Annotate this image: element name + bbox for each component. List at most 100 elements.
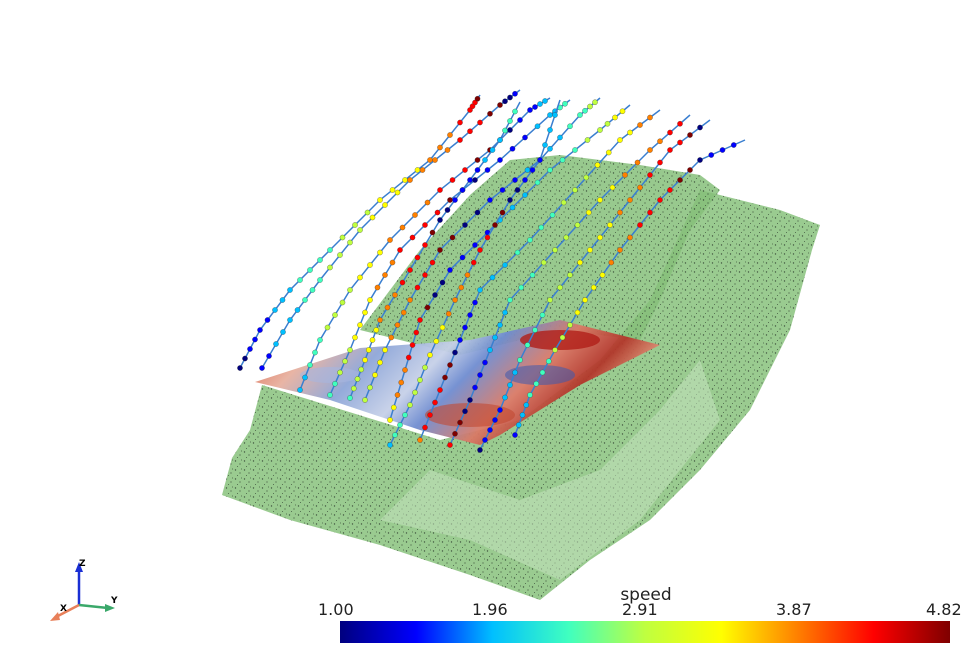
streamline-point — [647, 147, 653, 153]
streamline-point — [457, 119, 463, 126]
streamline-point — [432, 399, 438, 406]
streamline-point — [387, 442, 393, 448]
streamline-point — [367, 262, 373, 268]
streamline-point — [497, 157, 503, 163]
streamline-point — [350, 385, 357, 392]
streamline-point — [462, 408, 468, 414]
streamline-point — [637, 184, 643, 191]
streamline-point — [447, 197, 453, 203]
streamline-point — [507, 127, 513, 133]
streamline-point — [339, 299, 346, 306]
streamline-point — [467, 312, 473, 318]
streamline-point — [527, 107, 533, 113]
streamline-point — [477, 287, 483, 293]
streamline-point — [294, 307, 301, 313]
streamline-point — [697, 157, 703, 163]
streamline-point — [324, 324, 331, 331]
streamline-point — [367, 384, 373, 391]
streamline-point — [442, 374, 448, 381]
streamline-point — [482, 359, 488, 366]
streamline-point — [437, 387, 443, 393]
streamline-point — [534, 123, 541, 130]
streamline-point — [362, 397, 368, 403]
streamline-point — [467, 397, 473, 403]
streamline-point — [591, 284, 597, 291]
streamline-point — [474, 167, 481, 173]
streamline-point — [474, 96, 481, 102]
streamline-point — [577, 112, 583, 118]
colorbar-title: speed — [620, 585, 672, 605]
streamline-point — [677, 121, 683, 127]
streamline-point — [327, 264, 333, 271]
streamline-point — [617, 137, 623, 143]
streamline-point — [584, 137, 591, 143]
streamline-point — [647, 114, 653, 121]
streamline-point — [302, 374, 308, 381]
streamline-point — [287, 317, 293, 323]
streamline-point — [337, 369, 343, 376]
streamline-point — [472, 177, 478, 183]
streamline-point — [512, 108, 518, 115]
streamline-point — [547, 127, 553, 133]
streamline-point — [507, 197, 513, 203]
streamline-point — [402, 412, 408, 418]
streamline-point — [537, 101, 543, 107]
streamline-point — [347, 239, 353, 246]
streamline-point — [365, 347, 372, 353]
streamline-point — [449, 177, 456, 183]
streamline-point — [429, 229, 436, 236]
streamline-point — [457, 337, 463, 343]
streamline-point — [472, 384, 478, 391]
streamline-point — [444, 207, 451, 213]
streamline-point — [657, 138, 663, 144]
streamline-point — [604, 121, 611, 127]
streamline-point — [467, 128, 473, 134]
streamline-point — [422, 424, 428, 431]
streamline-point — [407, 402, 413, 408]
streamline-point — [367, 297, 373, 303]
streamline-point — [518, 284, 525, 291]
streamline-point — [507, 94, 513, 101]
streamline-point — [499, 187, 506, 193]
streamline-point — [437, 247, 443, 253]
streamline-point — [574, 222, 581, 228]
streamline-point — [587, 247, 593, 253]
streamline-point — [606, 149, 612, 156]
streamline-point — [389, 259, 396, 266]
streamline-point — [489, 147, 496, 153]
streamline-point — [507, 118, 513, 124]
streamline-point — [470, 259, 477, 266]
streamline-point — [412, 212, 418, 218]
streamline-point — [247, 346, 253, 352]
streamline-point — [582, 108, 588, 114]
streamline-point — [522, 192, 528, 198]
streamline-point — [474, 209, 481, 216]
streamline-point — [357, 274, 363, 281]
streamline-point — [373, 327, 379, 333]
streamline-point — [424, 199, 431, 206]
streamline-point — [627, 197, 633, 203]
streamline-point — [447, 362, 453, 368]
colorbar-tick: 4.82 — [926, 600, 962, 619]
streamline-point — [377, 249, 383, 256]
streamline-point — [252, 336, 258, 343]
axis-z-label: Z — [79, 559, 86, 569]
streamline-point — [557, 134, 563, 141]
streamline-point — [482, 437, 488, 443]
streamline-point — [517, 117, 523, 123]
streamline-point — [317, 257, 323, 263]
streamline-point — [687, 132, 693, 138]
streamline-point — [389, 187, 396, 193]
streamline-point — [372, 372, 378, 378]
streamline-point — [512, 432, 518, 438]
streamline-point — [516, 422, 522, 428]
speed-slice — [255, 320, 660, 445]
streamline-point — [484, 167, 491, 173]
streamline-point — [677, 177, 683, 183]
streamline-point — [387, 417, 393, 423]
streamline-point — [414, 254, 421, 261]
streamline-point — [607, 222, 613, 228]
streamline-point — [477, 119, 483, 126]
